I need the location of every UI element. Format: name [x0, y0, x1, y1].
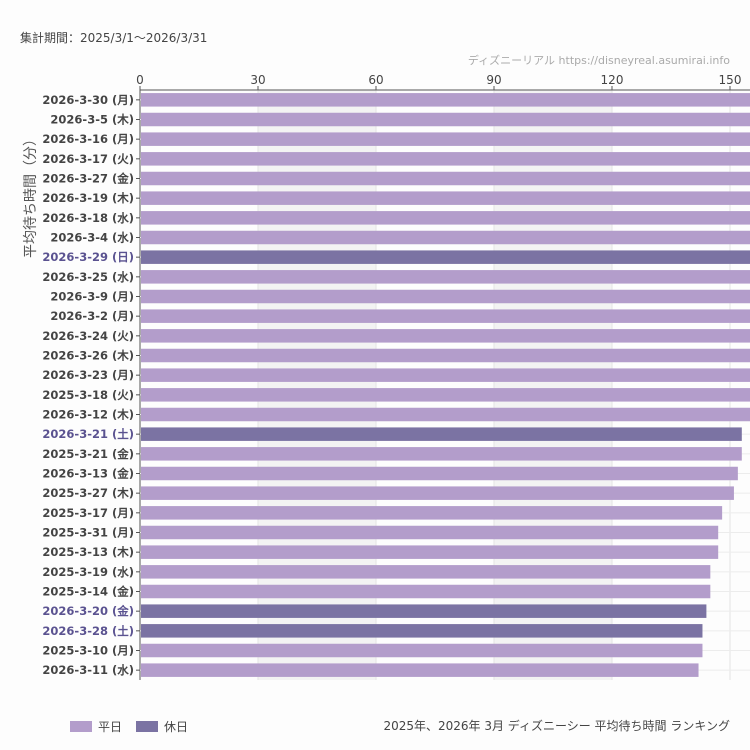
y-tick-label: 2025-3-17 (月)	[42, 506, 134, 520]
bar	[141, 250, 750, 264]
y-tick-label: 2026-3-26 (木)	[42, 349, 134, 363]
bar	[141, 604, 707, 618]
bar	[141, 171, 750, 186]
x-tick-label: 30	[250, 73, 265, 87]
y-tick-label: 2026-3-19 (木)	[42, 191, 134, 205]
y-tick-label: 2026-3-4 (水)	[50, 231, 134, 245]
y-tick-label: 2026-3-12 (木)	[42, 408, 134, 422]
y-tick-label: 2026-3-21 (土)	[42, 427, 134, 441]
x-tick-label: 150	[719, 73, 742, 87]
bar	[141, 348, 750, 363]
y-tick-label: 2025-3-18 (火)	[42, 388, 134, 402]
bar	[141, 584, 711, 599]
bar	[141, 407, 750, 422]
bar	[141, 132, 750, 146]
legend-holiday[interactable]: 休日	[136, 718, 188, 735]
bar	[141, 270, 750, 284]
y-tick-label: 2025-3-14 (金)	[42, 585, 134, 599]
y-tick-label: 2025-3-13 (木)	[42, 545, 134, 559]
bar	[141, 525, 719, 540]
grid-band	[494, 90, 612, 680]
y-tick-label: 2026-3-29 (日)	[42, 250, 134, 264]
x-tick-label: 60	[368, 73, 383, 87]
bar	[141, 466, 738, 481]
grid-band	[258, 90, 376, 680]
y-tick-label: 2026-3-27 (金)	[42, 172, 134, 186]
bar	[141, 486, 734, 500]
legend: 平日 休日	[70, 718, 188, 735]
bar	[141, 624, 703, 638]
bar	[141, 427, 742, 441]
y-tick-label: 2026-3-25 (水)	[42, 270, 134, 284]
bar	[141, 112, 750, 127]
y-tick-label: 2026-3-11 (水)	[42, 663, 134, 677]
bar	[141, 388, 750, 402]
bar	[141, 565, 711, 579]
y-tick-label: 2026-3-28 (土)	[42, 624, 134, 638]
y-tick-label: 2026-3-5 (木)	[50, 113, 134, 127]
y-tick-label: 2025-3-10 (月)	[42, 644, 134, 658]
legend-swatch-weekday	[70, 721, 92, 732]
y-tick-label: 2026-3-13 (金)	[42, 467, 134, 481]
y-tick-label: 2026-3-17 (火)	[42, 152, 134, 166]
bar	[141, 289, 750, 304]
bar	[141, 663, 699, 677]
bar	[141, 191, 750, 205]
y-tick-label: 2025-3-19 (水)	[42, 565, 134, 579]
y-tick-label: 2026-3-18 (水)	[42, 211, 134, 225]
bar	[141, 230, 750, 245]
bar	[141, 643, 703, 658]
y-tick-label: 2026-3-20 (金)	[42, 604, 134, 618]
y-tick-label: 2025-3-21 (金)	[42, 447, 134, 461]
bar	[141, 309, 750, 323]
bar	[141, 368, 750, 382]
bar	[141, 93, 750, 107]
x-tick-label: 120	[601, 73, 624, 87]
chart-caption: 2025年、2026年 3月 ディズニーシー 平均待ち時間 ランキング	[383, 719, 730, 733]
credit-label: ディズニーリアル https://disneyreal.asumirai.inf…	[467, 54, 730, 67]
bar	[141, 152, 750, 166]
bar	[141, 506, 723, 520]
y-tick-label: 2026-3-9 (月)	[50, 290, 134, 304]
x-tick-label: 90	[486, 73, 501, 87]
bar	[141, 329, 750, 343]
bar	[141, 211, 750, 225]
y-tick-label: 2025-3-31 (月)	[42, 526, 134, 540]
y-tick-label: 2026-3-2 (月)	[50, 309, 134, 323]
y-tick-label: 2026-3-24 (火)	[42, 329, 134, 343]
y-tick-label: 2026-3-23 (月)	[42, 368, 134, 382]
bar	[141, 545, 719, 559]
legend-weekday[interactable]: 平日	[70, 718, 122, 735]
y-tick-label: 2026-3-16 (月)	[42, 132, 134, 146]
y-tick-label: 2025-3-27 (木)	[42, 486, 134, 500]
legend-label: 平日	[98, 720, 123, 734]
bar	[141, 447, 742, 461]
x-tick-label: 0	[136, 73, 144, 87]
y-tick-label: 2026-3-30 (月)	[42, 93, 134, 107]
legend-swatch-holiday	[136, 721, 159, 732]
period-label: 集計期間：2025/3/1〜2026/3/31	[20, 31, 208, 45]
legend-label: 休日	[164, 720, 189, 734]
